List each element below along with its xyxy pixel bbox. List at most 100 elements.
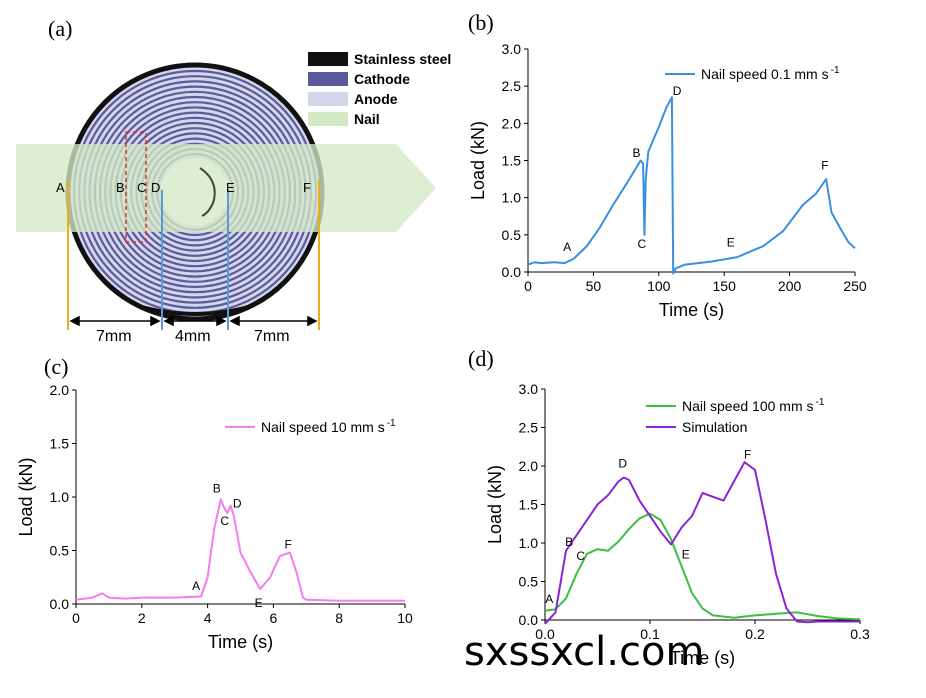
- legend-label-cathode: Cathode: [354, 71, 410, 87]
- x-tick-label: 150: [713, 278, 737, 294]
- y-tick-label: 0.5: [519, 574, 539, 590]
- x-tick-label: 4: [204, 610, 212, 626]
- y-tick-label: 0.0: [50, 596, 70, 612]
- dimension-arrows: [69, 315, 318, 327]
- chart-b: 0 50 100 150 200 250 0.0 0.5 1.0 1.5 2.0 2.5 3.0 Time…: [468, 41, 867, 320]
- point-annotation: A: [192, 579, 200, 593]
- x-tick-label: 200: [778, 278, 802, 294]
- series-line-simulation: [544, 461, 860, 625]
- point-annotation: F: [821, 158, 828, 172]
- point-annotation: C: [576, 549, 585, 563]
- series-line-nail-speed-100-mm-s: [544, 512, 861, 621]
- y-tick-label: 1.0: [519, 535, 539, 551]
- y-tick-label: 0.5: [50, 543, 70, 559]
- legend-label: Nail speed 10 mm s -1: [261, 418, 396, 435]
- y-tick-label: 1.5: [50, 436, 70, 452]
- x-axis-title: Time (s): [208, 632, 273, 652]
- chart-d: 0.0 0.1 0.2 0.3 0.0 0.5 1.0 1.5 2.0 2.5 3.0 Time (s…: [485, 381, 870, 668]
- x-tick-label: 0.0: [535, 626, 555, 642]
- point-annotation: B: [633, 146, 641, 160]
- x-tick-label: 10: [397, 610, 413, 626]
- point-annotation: A: [563, 240, 571, 254]
- x-tick-label: 0.3: [850, 626, 870, 642]
- point-label-B: B: [116, 180, 125, 195]
- x-tick-label: 0: [524, 278, 532, 294]
- x-tick-label: 0: [72, 610, 80, 626]
- x-axis-title: Time (s): [670, 648, 735, 668]
- point-annotation: F: [285, 537, 292, 551]
- y-tick-label: 1.5: [519, 497, 539, 513]
- point-annotation: E: [682, 547, 690, 561]
- x-tick-label: 100: [647, 278, 671, 294]
- x-tick-label: 2: [138, 610, 146, 626]
- legend-label: Simulation: [682, 419, 747, 435]
- nail-arrow: [16, 144, 436, 232]
- point-annotation: C: [220, 514, 229, 528]
- panel-a-schematic: A B C D E F 7mm 4mm 7mm Stainless steel …: [16, 51, 451, 345]
- legend-label: Nail speed 0.1 mm s -1: [701, 65, 840, 82]
- x-tick-label: 0.2: [745, 626, 765, 642]
- y-tick-label: 3.0: [502, 41, 522, 57]
- y-tick-label: 0.5: [502, 227, 522, 243]
- chart-c: 0 2 4 6 8 10 0.0 0.5 1.0 1.5 2.0 Time (s) Load (kN) A…: [16, 382, 413, 652]
- y-tick-label: 1.0: [50, 489, 70, 505]
- legend-swatch-nail: [308, 112, 348, 126]
- x-tick-label: 250: [843, 278, 867, 294]
- x-axis-title: Time (s): [659, 300, 724, 320]
- point-annotation: A: [545, 592, 553, 606]
- series-line-nail-speed-10-mm-s: [75, 498, 405, 602]
- legend-label-nail: Nail: [354, 111, 380, 127]
- y-tick-label: 2.5: [502, 78, 522, 94]
- legend-label-steel: Stainless steel: [354, 51, 451, 67]
- y-axis-title: Load (kN): [16, 457, 36, 536]
- panel-c-label: (c): [44, 354, 68, 379]
- y-tick-label: 0.0: [502, 264, 522, 280]
- point-annotation: D: [673, 84, 682, 98]
- legend-swatch-cathode: [308, 72, 348, 86]
- dimension-label-3: 7mm: [254, 328, 290, 345]
- core-gap: [199, 167, 216, 217]
- y-tick-label: 2.5: [519, 420, 539, 436]
- y-tick-label: 2.0: [502, 115, 522, 131]
- casing-tab: [137, 304, 253, 316]
- point-label-D: D: [151, 180, 160, 195]
- x-tick-label: 6: [270, 610, 278, 626]
- point-annotation: B: [213, 482, 221, 496]
- red-dashed-box: [125, 131, 147, 243]
- point-annotation: D: [618, 457, 627, 471]
- material-legend: Stainless steel Cathode Anode Nail: [308, 51, 451, 127]
- point-annotation: B: [565, 535, 573, 549]
- y-tick-label: 0.0: [519, 612, 539, 628]
- point-annotation: F: [744, 447, 751, 461]
- y-tick-label: 1.0: [502, 190, 522, 206]
- x-tick-label: 8: [335, 610, 343, 626]
- x-tick-label: 0.1: [640, 626, 660, 642]
- y-axis-title: Load (kN): [468, 121, 488, 200]
- point-label-A: A: [56, 180, 65, 195]
- panel-a-label: (a): [48, 16, 72, 41]
- point-label-C: C: [137, 180, 146, 195]
- panel-d-label: (d): [468, 346, 494, 371]
- legend-label: Nail speed 100 mm s -1: [682, 397, 825, 414]
- y-tick-label: 1.5: [502, 153, 522, 169]
- point-annotation: C: [637, 237, 646, 251]
- legend-swatch-steel: [308, 52, 348, 66]
- y-axis-title: Load (kN): [485, 465, 505, 544]
- dimension-label-2: 4mm: [175, 328, 211, 345]
- point-annotation: E: [255, 596, 263, 610]
- point-annotation: D: [233, 497, 242, 511]
- point-label-E: E: [226, 180, 235, 195]
- dimension-label-1: 7mm: [96, 328, 132, 345]
- legend-label-anode: Anode: [354, 91, 398, 107]
- y-tick-label: 3.0: [519, 381, 539, 397]
- panel-b-label: (b): [468, 10, 494, 35]
- y-tick-label: 2.0: [50, 382, 70, 398]
- series-line-nail-speed-0-1-mm-s: [527, 96, 856, 275]
- legend-swatch-anode: [308, 92, 348, 106]
- x-tick-label: 50: [586, 278, 602, 294]
- watermark-text: sxssxcl.com: [464, 629, 705, 675]
- y-tick-label: 2.0: [519, 458, 539, 474]
- point-annotation: E: [727, 236, 735, 250]
- point-label-F: F: [303, 180, 311, 195]
